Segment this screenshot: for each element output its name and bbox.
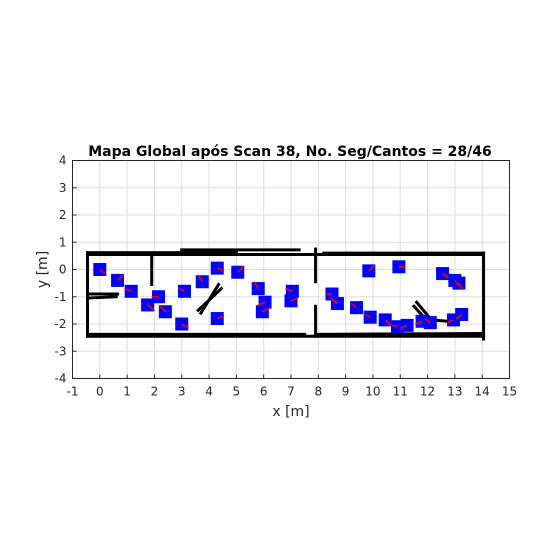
x-tick-label: 0 [96, 385, 104, 399]
x-tick-label: 7 [287, 385, 295, 399]
chart-title: Mapa Global após Scan 38, No. Seg/Cantos… [88, 144, 492, 160]
y-axis-label: y [m] [35, 251, 51, 288]
y-tick-label: 4 [59, 154, 67, 168]
plot-area [73, 161, 510, 379]
x-tick-label: 4 [205, 385, 213, 399]
x-tick-label: 13 [447, 385, 462, 399]
x-tick-label: 2 [151, 385, 159, 399]
x-tick-label: 5 [233, 385, 241, 399]
x-tick-label: 15 [502, 385, 517, 399]
x-tick-label: 3 [178, 385, 186, 399]
x-tick-label: 14 [475, 385, 490, 399]
x-tick-label: 6 [260, 385, 268, 399]
x-tick-label: 10 [365, 385, 380, 399]
x-tick-label: 8 [314, 385, 322, 399]
y-tick-label: 3 [59, 181, 67, 195]
y-tick-label: -3 [55, 344, 67, 358]
map-segment [88, 297, 117, 298]
y-tick-label: -2 [55, 317, 67, 331]
x-tick-label: 9 [342, 385, 350, 399]
x-tick-label: 1 [123, 385, 131, 399]
y-tick-label: 0 [59, 263, 67, 277]
y-tick-label: -4 [55, 372, 67, 386]
map-segment [318, 334, 483, 335]
x-tick-label: -1 [67, 385, 79, 399]
y-tick-label: 1 [59, 235, 67, 249]
y-tick-label: -1 [55, 290, 67, 304]
x-tick-label: 12 [420, 385, 435, 399]
y-tick-label: 2 [59, 208, 67, 222]
x-tick-label: 11 [393, 385, 408, 399]
x-axis-label: x [m] [272, 404, 309, 420]
